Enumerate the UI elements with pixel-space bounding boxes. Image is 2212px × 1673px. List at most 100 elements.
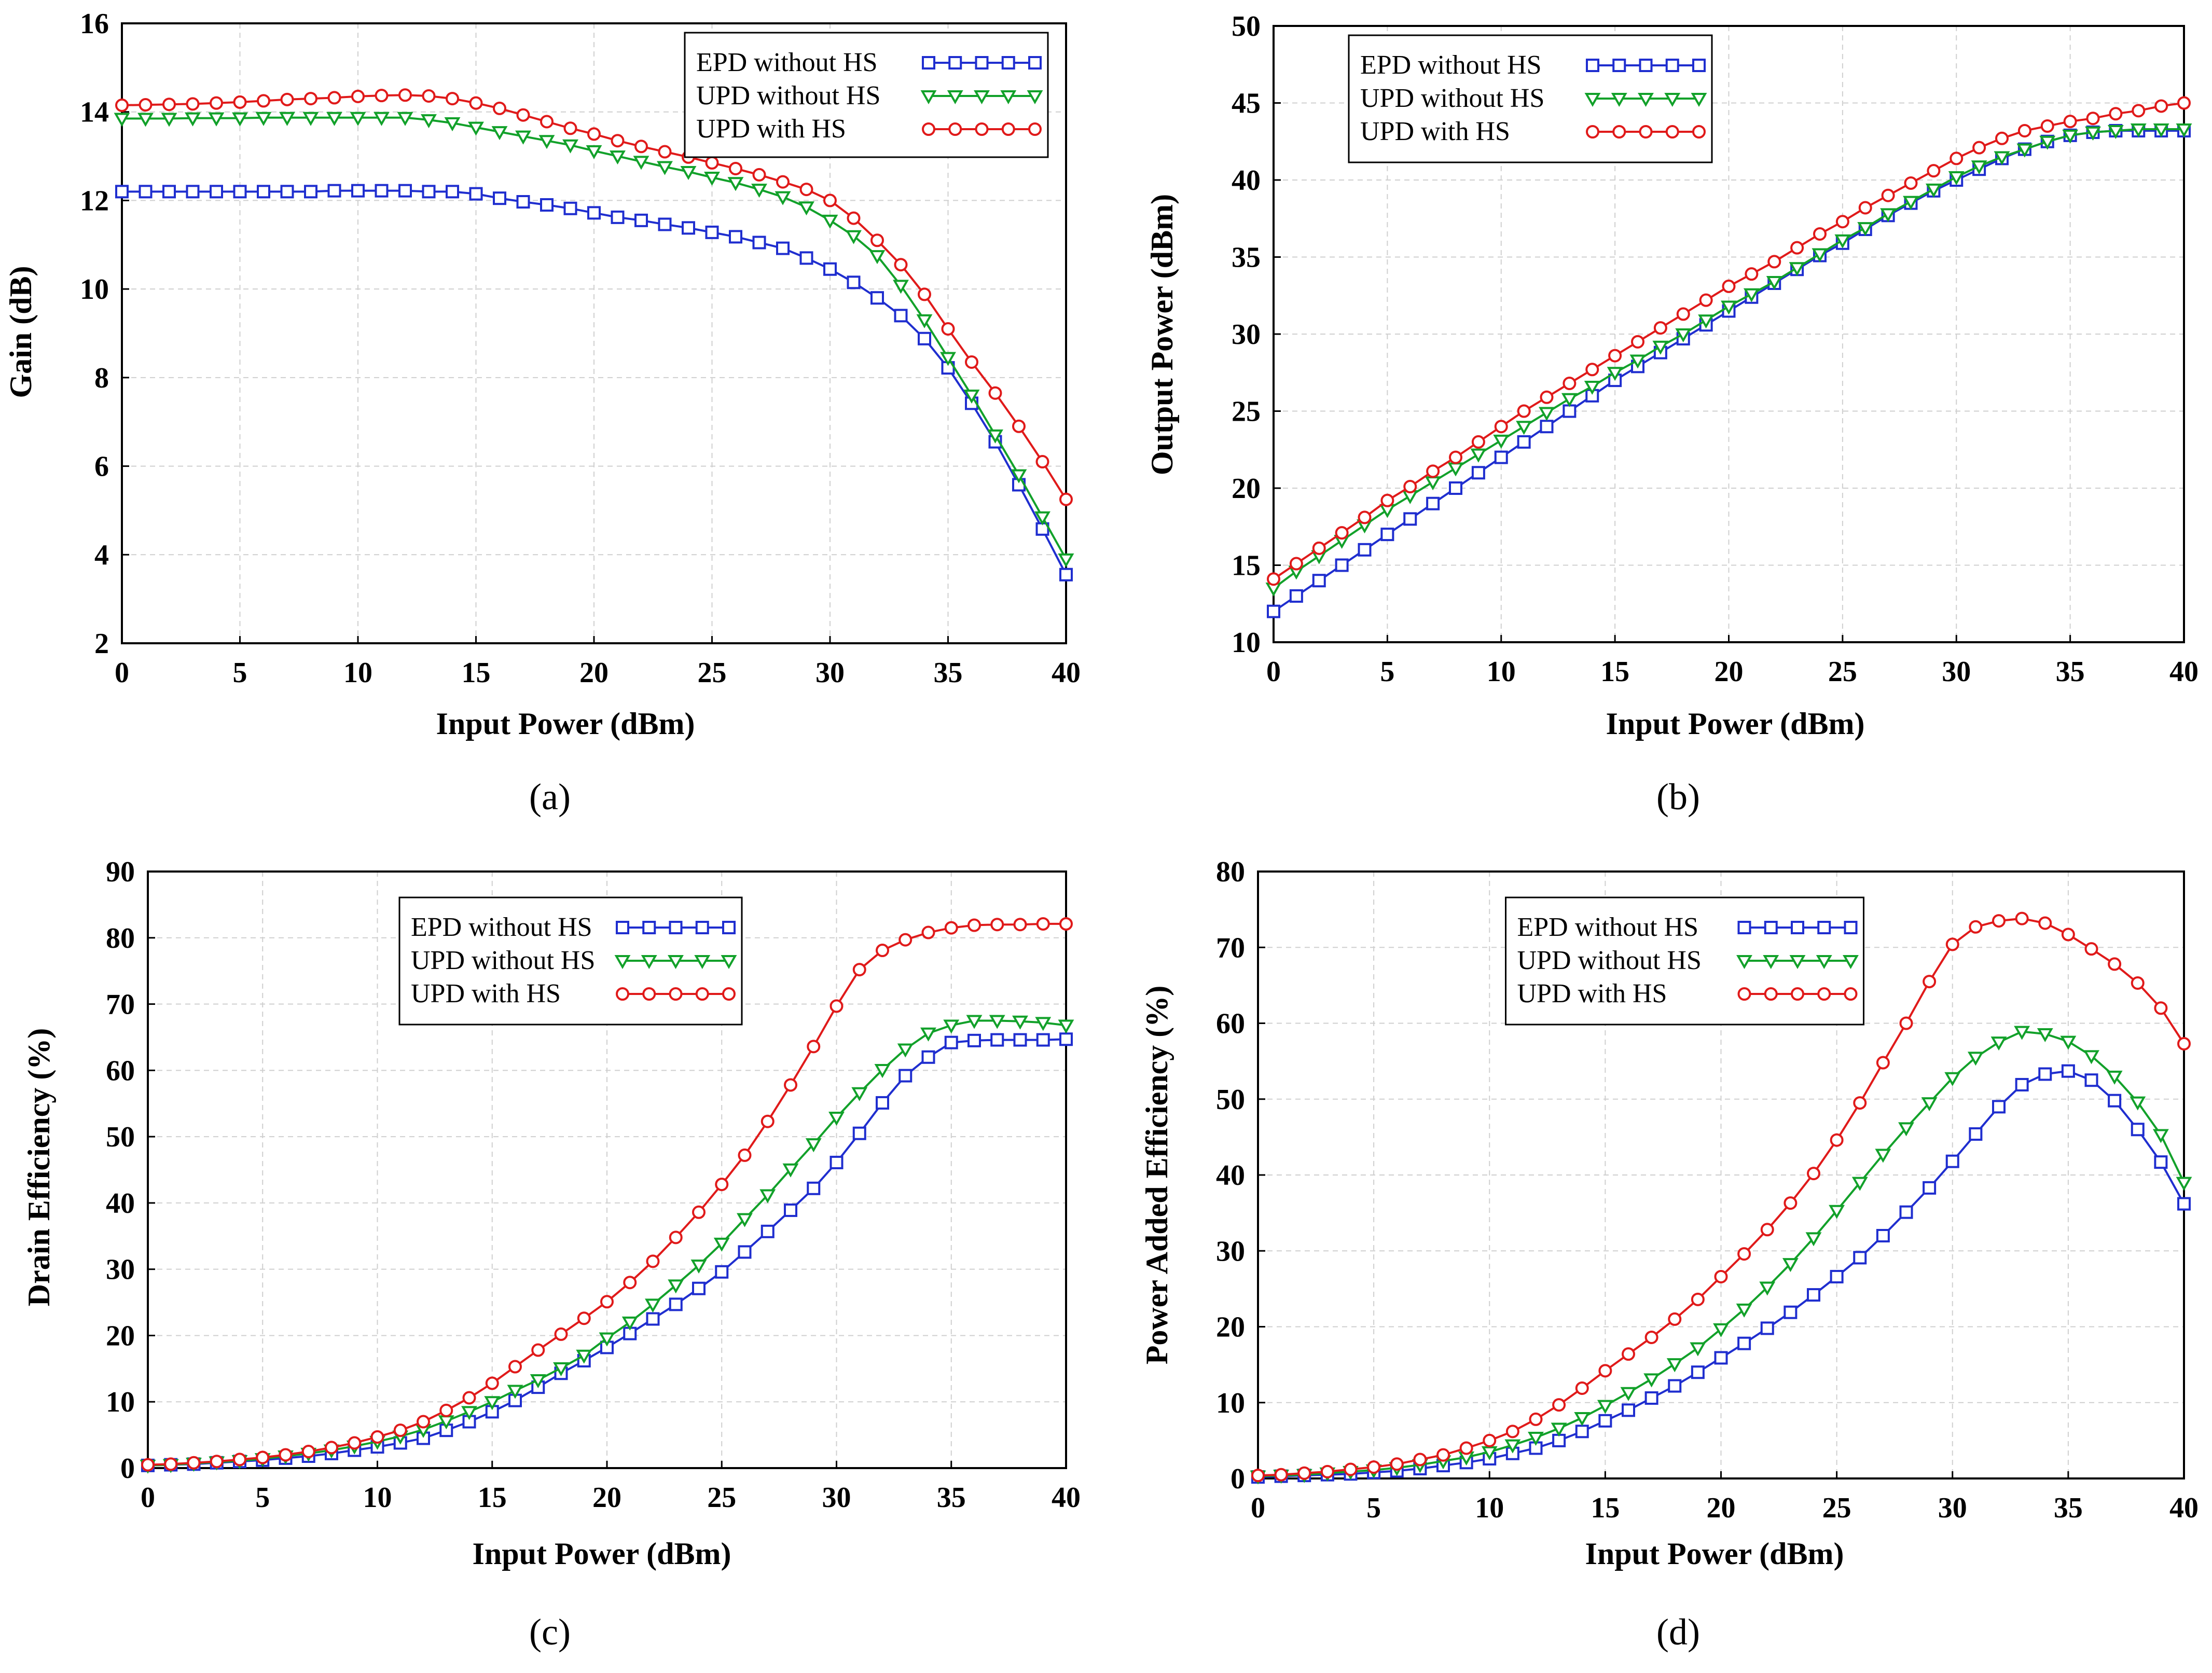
y-tick-label: 50 [1232,10,1261,43]
x-tick-label: 30 [1938,1492,1967,1524]
epd-without-hs-point-25 [1830,1269,1844,1283]
legend-upd-with-hs-point-4 [1028,122,1042,136]
upd-without-hs-point-18 [538,135,555,149]
upd-with-hs-point-3 [1335,526,1349,540]
upd-without-hs-point-19 [1690,1342,1706,1357]
upd-with-hs-point-25 [1835,215,1849,229]
x-tick-label: 5 [233,657,247,689]
epd-without-hs-point-15 [469,187,483,201]
upd-with-hs-point-18 [554,1327,568,1341]
y-tick-label: 6 [94,451,109,483]
upd-with-hs-point-28 [784,1078,797,1092]
upd-with-hs-point-13 [1563,377,1577,391]
y-tick-label: 10 [80,273,109,306]
upd-with-hs-point-2 [1297,1466,1311,1480]
epd-without-hs-point-23 [658,217,672,231]
legend-upd-without-hs-point-3 [1664,93,1681,107]
epd-without-hs-point-31 [1969,1127,1983,1141]
legend-upd-with-hs-point-3 [1001,122,1015,136]
panel-power-added-efficiency: 0 5 10 15 20 25 30 35 40 0 10 20 30 40 50 60 70 80 Input P… [1140,856,2199,1653]
epd-without-hs-point-8 [304,185,317,199]
upd-with-hs-point-7 [1413,1453,1427,1467]
legend-upd-with-hs-point-4 [1844,987,1858,1001]
epd-without-hs-point-6 [1403,512,1417,526]
epd-without-hs-point-15 [1598,1414,1612,1428]
epd-without-hs-point-37 [2108,1094,2122,1108]
upd-with-hs-point-18 [1676,307,1690,321]
upd-with-hs-point-15 [1598,1364,1612,1378]
upd-without-hs-point-38 [1011,469,1027,483]
epd-without-hs-point-3 [186,185,200,199]
upd-with-hs-point-35 [941,322,955,336]
legend-upd-with-hs-point-0 [1586,125,1599,139]
upd-with-hs-point-20 [1722,279,1736,293]
upd-with-hs-point-16 [493,101,506,115]
upd-without-hs-point-24 [1812,248,1828,262]
upd-without-hs-point-38 [2130,1096,2146,1111]
legend-label-upd-without-hs: UPD without HS [1517,946,1702,975]
upd-without-hs-point-19 [1698,314,1715,329]
upd-without-hs-point-12 [1539,407,1555,421]
upd-without-hs-point-12 [1528,1432,1544,1446]
upd-with-hs-point-23 [658,145,672,159]
epd-without-hs-point-12 [1540,420,1554,434]
epd-without-hs-point-25 [715,1265,729,1279]
upd-without-hs-point-37 [2106,1070,2123,1085]
upd-without-hs-point-6 [255,112,272,126]
y-tick-label: 60 [106,1055,135,1087]
epd-without-hs-point-32 [870,291,884,305]
upd-without-hs-point-26 [1857,222,1874,237]
upd-without-hs-point-27 [751,184,767,198]
legend-epd-without-hs-point-0 [1586,59,1599,72]
upd-without-hs-point-30 [828,1112,845,1126]
upd-without-hs-point-29 [1925,183,1942,198]
legend-upd-without-hs-point-2 [974,90,990,105]
upd-without-hs-point-19 [562,139,578,154]
upd-with-hs-point-6 [279,1448,293,1462]
legend-upd-with-hs-point-0 [922,122,935,136]
upd-without-hs-point-36 [963,390,980,404]
epd-without-hs-point-27 [752,236,766,250]
upd-with-hs-point-11 [393,1423,407,1437]
upd-with-hs-point-14 [446,92,459,106]
series-upd-without-hs [114,112,1074,568]
epd-without-hs-point-21 [611,210,625,224]
x-tick-label: 15 [1600,656,1629,688]
upd-without-hs-point-15 [1607,367,1623,381]
upd-with-hs-point-37 [2109,107,2123,121]
upd-with-hs-point-35 [2061,928,2075,942]
x-tick-label: 10 [343,657,372,689]
upd-with-hs-point-11 [1505,1425,1519,1439]
epd-without-hs-point-14 [446,185,459,199]
x-tick-label: 40 [1052,657,1081,689]
epd-without-hs-point-23 [669,1297,683,1311]
legend-upd-without-hs-point-4 [1027,90,1043,105]
upd-with-hs-point-34 [2040,119,2054,133]
x-tick-label: 10 [1475,1492,1504,1524]
y-tick-label: 25 [1232,396,1261,428]
epd-without-hs-point-19 [563,201,577,215]
upd-with-hs-point-28 [776,175,790,189]
upd-without-hs-point-37 [987,429,1003,444]
legend-upd-with-hs-point-3 [1665,125,1679,139]
legend-upd-with-hs-point-0 [616,987,629,1001]
legend-upd-with-hs-point-3 [695,987,709,1001]
upd-with-hs-point-40 [2177,96,2191,110]
upd-with-hs-point-9 [327,91,341,105]
upd-with-hs-point-19 [563,121,577,135]
x-tick-label: 40 [2169,1492,2199,1524]
upd-with-hs-point-30 [1945,937,1959,951]
upd-with-hs-point-23 [1784,1196,1798,1210]
upd-with-hs-point-3 [186,97,200,111]
x-tick-label: 35 [2054,1492,2083,1524]
legend-upd-without-hs-point-4 [721,955,737,970]
upd-with-hs-point-31 [1969,920,1983,934]
upd-without-hs-point-23 [1789,262,1805,276]
x-tick-label: 30 [1942,656,1971,688]
upd-without-hs-point-28 [1898,1122,1914,1137]
upd-with-hs-point-21 [611,134,625,148]
upd-with-hs-point-11 [375,89,389,103]
y-tick-label: 80 [106,922,135,955]
upd-without-hs-point-27 [759,1189,776,1204]
